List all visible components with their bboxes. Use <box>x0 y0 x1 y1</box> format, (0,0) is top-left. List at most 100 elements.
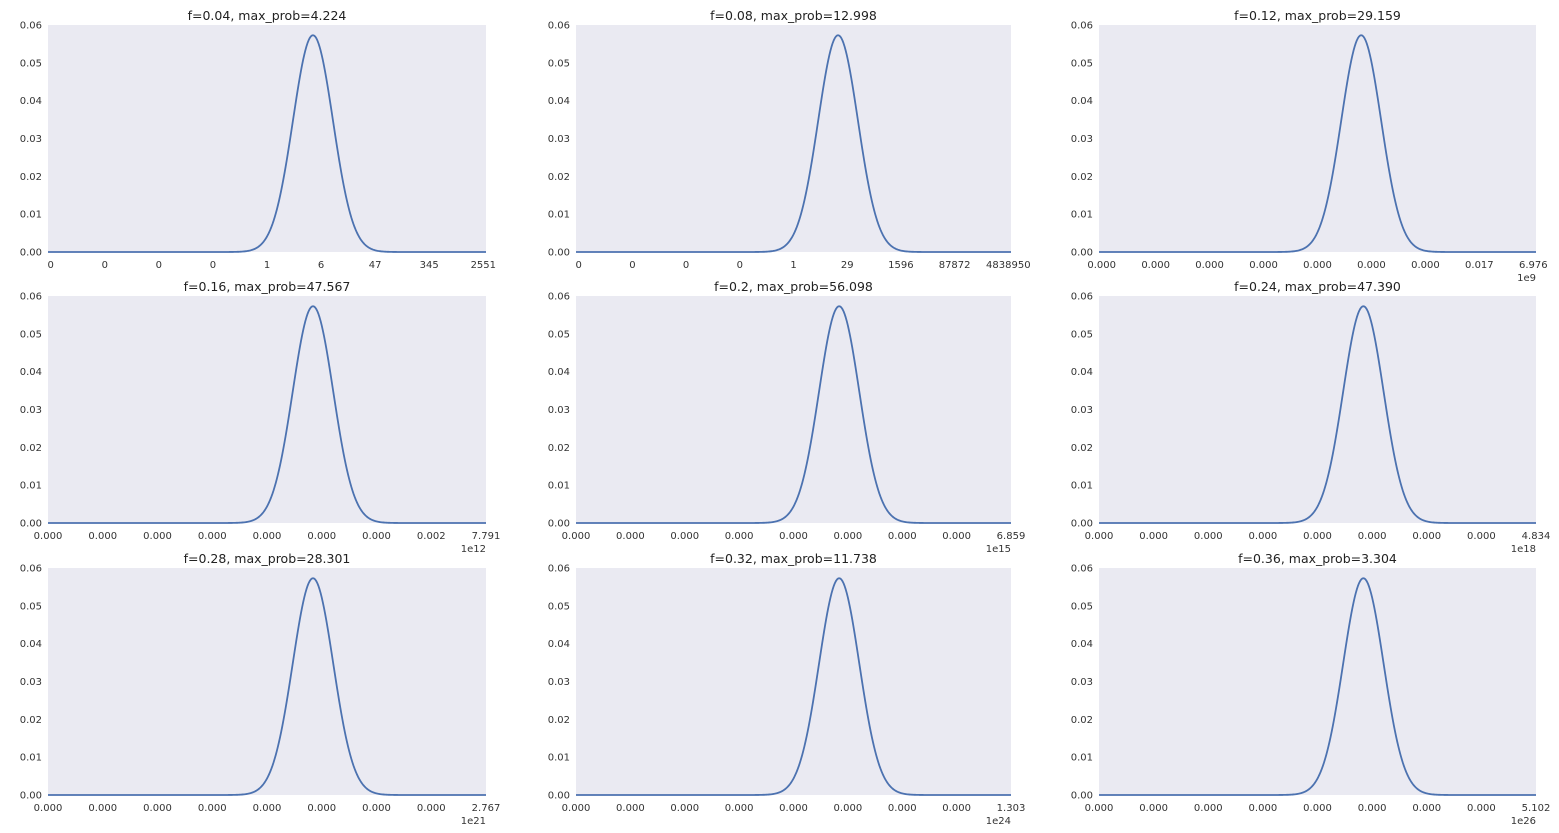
y-tick-label: 0.05 <box>1071 329 1093 340</box>
x-offset-label: 1e26 <box>1511 816 1536 827</box>
y-tick-label: 0.02 <box>1071 715 1093 726</box>
y-tick-label: 0.04 <box>548 96 570 107</box>
x-tick-label: 0.000 <box>1303 260 1332 271</box>
x-tick-label: 0.000 <box>198 531 227 542</box>
y-tick-label: 0.06 <box>20 292 42 303</box>
y-tick-label: 0.01 <box>20 753 42 764</box>
x-tick-label: 4838950 <box>986 260 1031 271</box>
x-tick-label: 0.000 <box>779 803 808 814</box>
y-tick-label: 0.05 <box>20 58 42 69</box>
x-tick-label: 0 <box>210 260 216 271</box>
y-tick-label: 0.02 <box>20 172 42 183</box>
y-tick-label: 0.05 <box>20 601 42 612</box>
series-line <box>1099 305 1536 524</box>
x-tick-label: 0.017 <box>1465 260 1494 271</box>
series-line <box>48 577 486 796</box>
chart-title: f=0.08, max_prob=12.998 <box>710 8 877 23</box>
y-tick-label: 0.00 <box>1071 791 1093 802</box>
x-tick-label: 0.000 <box>253 531 282 542</box>
y-tick-label: 0.01 <box>1071 481 1093 492</box>
series-line <box>576 34 1011 253</box>
y-tick-label: 0.04 <box>1071 367 1093 378</box>
y-tick-label: 0.02 <box>548 715 570 726</box>
y-tick-label: 0.03 <box>1071 677 1093 688</box>
y-tick-label: 0.03 <box>1071 134 1093 145</box>
y-tick-label: 0.06 <box>548 564 570 575</box>
x-tick-label: 0.000 <box>1412 531 1441 542</box>
x-tick-label: 0.000 <box>1139 803 1168 814</box>
x-tick-label: 0.000 <box>362 803 391 814</box>
x-tick-label: 47 <box>369 260 382 271</box>
y-tick-label: 0.05 <box>548 601 570 612</box>
x-tick-label: 2.767 <box>472 803 501 814</box>
y-tick-label: 0.06 <box>1071 21 1093 32</box>
y-tick-label: 0.00 <box>548 791 570 802</box>
x-tick-label: 0.000 <box>562 803 591 814</box>
plot-area <box>48 568 486 795</box>
x-tick-label: 0.000 <box>725 803 754 814</box>
y-tick-label: 0.06 <box>20 21 42 32</box>
x-tick-label: 0.000 <box>725 531 754 542</box>
y-tick-label: 0.02 <box>20 715 42 726</box>
x-offset-label: 1e18 <box>1511 544 1536 555</box>
x-tick-label: 0 <box>575 260 581 271</box>
subplot-5: f=0.2, max_prob=56.098 0.00 0.01 0.02 0.03 0.… <box>548 279 1026 555</box>
y-tick-label: 0.03 <box>20 405 42 416</box>
x-tick-label: 0.000 <box>1411 260 1440 271</box>
y-tick-label: 0.02 <box>1071 443 1093 454</box>
series-line <box>48 305 486 524</box>
y-tick-label: 0.01 <box>548 481 570 492</box>
x-tick-label: 0.000 <box>1467 531 1496 542</box>
y-tick-label: 0.00 <box>1071 248 1093 259</box>
x-tick-label: 0.000 <box>307 531 336 542</box>
x-tick-label: 0.000 <box>616 803 645 814</box>
y-tick-label: 0.03 <box>1071 405 1093 416</box>
chart-title: f=0.2, max_prob=56.098 <box>714 279 873 294</box>
x-tick-label: 0.000 <box>834 531 863 542</box>
x-tick-label: 0.000 <box>1195 260 1224 271</box>
x-tick-label: 0.000 <box>616 531 645 542</box>
y-tick-label: 0.04 <box>548 639 570 650</box>
x-tick-label: 0.000 <box>1358 803 1387 814</box>
y-tick-label: 0.02 <box>20 443 42 454</box>
x-tick-label: 0.000 <box>417 803 446 814</box>
subplot-2: f=0.08, max_prob=12.998 0.00 0.01 0.02 0.03 0… <box>548 8 1031 271</box>
y-tick-label: 0.04 <box>1071 96 1093 107</box>
plot-area <box>48 25 486 252</box>
x-tick-label: 0.000 <box>834 803 863 814</box>
y-tick-label: 0.03 <box>20 134 42 145</box>
series-line <box>576 305 1011 524</box>
x-tick-label: 0 <box>156 260 162 271</box>
x-tick-label: 0 <box>102 260 108 271</box>
plot-area <box>48 296 486 523</box>
plot-area <box>576 568 1011 795</box>
series-line <box>1099 577 1536 796</box>
x-tick-label: 0.000 <box>1249 531 1278 542</box>
x-offset-label: 1e9 <box>1517 273 1536 284</box>
chart-title: f=0.32, max_prob=11.738 <box>710 551 877 566</box>
x-tick-label: 0.000 <box>942 531 971 542</box>
chart-title: f=0.04, max_prob=4.224 <box>188 8 347 23</box>
x-tick-label: 0.000 <box>562 531 591 542</box>
y-tick-label: 0.06 <box>548 21 570 32</box>
x-tick-label: 0.000 <box>888 803 917 814</box>
x-tick-label: 0.000 <box>1249 803 1278 814</box>
x-tick-label: 0.000 <box>253 803 282 814</box>
plot-area <box>576 25 1011 252</box>
plot-area <box>1099 296 1536 523</box>
x-tick-label: 0.000 <box>1085 531 1114 542</box>
x-tick-label: 1596 <box>888 260 913 271</box>
x-tick-label: 0.000 <box>1467 803 1496 814</box>
x-tick-label: 0 <box>683 260 689 271</box>
x-tick-label: 0.000 <box>1303 803 1332 814</box>
plot-area <box>1099 568 1536 795</box>
x-tick-label: 0.000 <box>198 803 227 814</box>
subplot-8: f=0.32, max_prob=11.738 0.00 0.01 0.02 0.03 0… <box>548 551 1026 827</box>
x-tick-label: 7.791 <box>472 531 501 542</box>
y-tick-label: 0.05 <box>1071 601 1093 612</box>
subplot-4: f=0.16, max_prob=47.567 0.00 0.01 0.02 0.03 0… <box>20 279 501 555</box>
y-tick-label: 0.06 <box>1071 564 1093 575</box>
y-tick-label: 0.04 <box>20 639 42 650</box>
y-tick-label: 0.05 <box>1071 58 1093 69</box>
chart-title: f=0.16, max_prob=47.567 <box>184 279 351 294</box>
